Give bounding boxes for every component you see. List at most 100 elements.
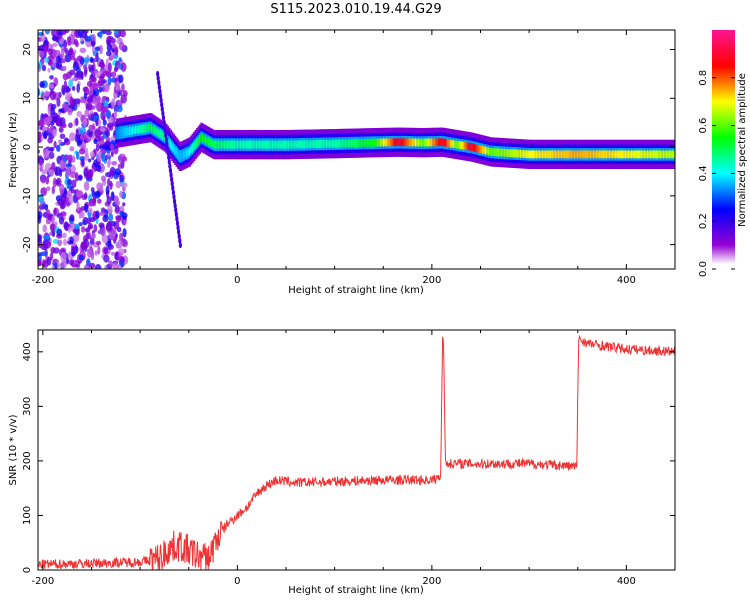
spectrum-peak-cell: [271, 142, 275, 147]
spectrum-peak-cell: [228, 142, 231, 147]
noise-blob: [74, 223, 80, 230]
noise-blob: [90, 187, 95, 193]
spectrum-peak-cell: [143, 126, 146, 131]
colorbar-gradient: [712, 30, 735, 269]
noise-blob: [118, 74, 124, 84]
noise-blob: [44, 90, 50, 97]
spectrum-peak-cell: [477, 147, 480, 151]
spectrum-peak-cell: [598, 152, 601, 157]
spectrum-streak: [178, 242, 182, 249]
spectrum-peak-cell: [575, 152, 578, 157]
noise-blob: [78, 174, 83, 180]
spectrum-peak-cell: [607, 152, 610, 157]
spectrum-peak-cell: [123, 130, 126, 134]
noise-blob: [116, 105, 123, 113]
colorbar-tick-label: 0.8: [698, 70, 709, 86]
spectrum-peak-cell: [632, 152, 635, 157]
noise-blob: [45, 175, 50, 185]
noise-blob: [84, 108, 90, 118]
noise-blob: [45, 218, 50, 225]
noise-blob: [98, 211, 106, 216]
spectrum-peak-cell: [238, 142, 241, 147]
noise-blob: [40, 187, 47, 197]
spectrum-peak-cell: [451, 142, 454, 146]
spectrum-peak-cell: [311, 142, 314, 146]
spectrum-peak-cell: [398, 140, 402, 144]
spectrum-peak-cell: [597, 152, 600, 157]
spectrogram-x-tick-label: 200: [422, 275, 441, 286]
spectrum-peak-cell: [392, 140, 396, 144]
noise-blob: [76, 201, 80, 211]
spectrum-peak-cell: [191, 146, 194, 150]
spectrum-peak-cell: [448, 141, 451, 146]
spectrum-peak-cell: [121, 130, 124, 134]
noise-blob: [68, 79, 74, 88]
noise-blob: [84, 192, 88, 199]
spectrum-peak-cell: [579, 152, 582, 157]
spectrum-peak-cell: [222, 142, 225, 147]
noise-blob: [74, 172, 79, 182]
noise-blob: [62, 73, 69, 81]
spectrum-peak-cell: [217, 142, 221, 147]
noise-blob: [107, 62, 112, 73]
noise-blob: [100, 127, 106, 132]
spectrum-peak-cell: [490, 150, 493, 154]
noise-blob: [53, 207, 57, 215]
spectrum-peak-cell: [584, 152, 587, 157]
noise-blob: [90, 113, 94, 121]
spectrum-peak-cell: [409, 140, 412, 145]
spectrum-peak-cell: [156, 130, 159, 134]
spectrum-peak-cell: [229, 142, 232, 147]
spectrum-peak-cell: [594, 152, 597, 157]
spectrum-peak-cell: [152, 127, 155, 131]
spectrum-peak-cell: [474, 146, 477, 150]
spectrum-peak-cell: [270, 142, 273, 147]
noise-blob: [94, 264, 102, 269]
spectrum-peak-cell: [407, 140, 410, 145]
spectrum-peak-cell: [489, 149, 492, 154]
spectrum-peak-cell: [560, 152, 563, 157]
spectrum-peak-cell: [276, 142, 279, 147]
noise-blob: [100, 152, 106, 162]
noise-blob: [103, 247, 109, 255]
spectrum-peak-cell: [285, 142, 288, 147]
noise-blob: [71, 251, 76, 257]
noise-blob: [82, 118, 88, 127]
noise-blob: [66, 36, 71, 43]
noise-blob: [91, 40, 96, 46]
spectrum-peak-cell: [212, 142, 215, 146]
noise-blob: [52, 128, 57, 137]
noise-blob: [66, 257, 70, 265]
spectrum-peak-cell: [233, 142, 237, 147]
spectrogram-x-tick-label: -200: [32, 275, 55, 286]
spectrum-peak-cell: [544, 152, 547, 157]
noise-blob: [112, 261, 119, 269]
spectrum-peak-cell: [591, 152, 594, 157]
snr-y-tick-label: 300: [22, 397, 33, 416]
spectrum-peak-cell: [541, 152, 544, 157]
spectrum-peak-cell: [395, 140, 399, 144]
noise-blob: [120, 62, 127, 72]
spectrum-peak-cell: [549, 152, 552, 157]
noise-blob: [59, 183, 65, 194]
noise-blob: [88, 158, 92, 163]
spectrum-peak-cell: [468, 145, 472, 149]
noise-blob: [75, 117, 79, 126]
noise-blob: [63, 79, 67, 90]
noise-blob: [100, 175, 107, 182]
spectrum-peak-cell: [664, 152, 667, 157]
spectrum-peak-cell: [486, 149, 489, 153]
noise-blob: [78, 254, 84, 261]
spectrum-peak-cell: [435, 140, 438, 145]
noise-blob: [106, 196, 112, 205]
spectrum-peak-cell: [524, 152, 527, 156]
spectrum-peak-cell: [252, 142, 256, 147]
spectrum-peak-cell: [161, 133, 164, 137]
noise-blob: [101, 98, 106, 103]
noise-blob: [80, 226, 86, 233]
spectrum-peak-cell: [417, 140, 420, 145]
noise-blob: [101, 234, 109, 244]
noise-blob: [67, 107, 73, 116]
spectrum-peak-cell: [481, 148, 485, 152]
spectrum-peak-cell: [336, 141, 339, 146]
